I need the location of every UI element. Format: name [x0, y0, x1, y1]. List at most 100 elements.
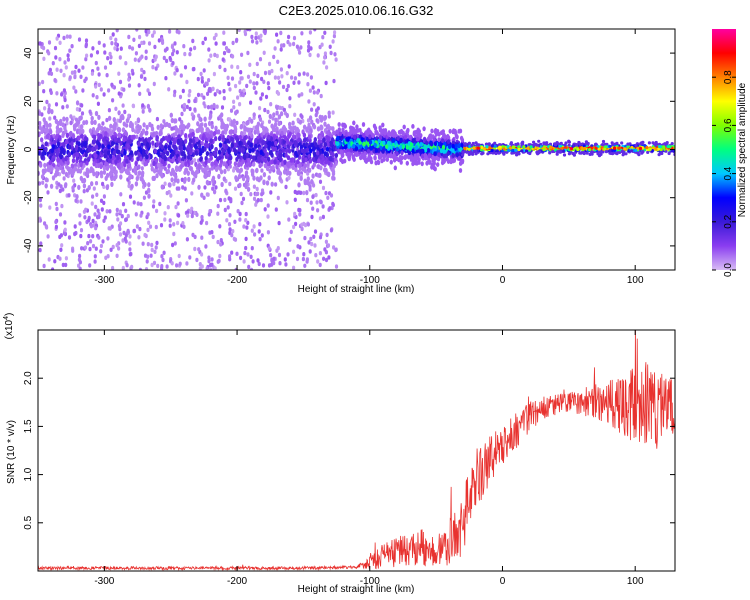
heatmap-cell [159, 171, 164, 177]
heatmap-cell [231, 40, 235, 46]
heatmap-cell [209, 130, 214, 136]
heatmap-cell [214, 147, 218, 153]
heatmap-cell [184, 161, 188, 167]
heatmap-cell [108, 171, 113, 177]
heatmap-cell [177, 213, 181, 218]
heatmap-cell [330, 137, 335, 143]
heatmap-cell [141, 128, 146, 134]
heatmap-cell [339, 157, 343, 163]
heatmap-cell [259, 149, 263, 155]
heatmap-cell [296, 170, 301, 177]
heatmap-cell [55, 129, 60, 135]
heatmap-cell [318, 235, 323, 240]
heatmap-cell [564, 141, 568, 145]
heatmap-cell [220, 123, 224, 129]
heatmap-cell [184, 133, 188, 139]
heatmap-cell [147, 187, 151, 193]
heatmap-cell [186, 144, 190, 151]
heatmap-cell [172, 222, 176, 227]
heatmap-cell [387, 140, 391, 146]
heatmap-cell [45, 127, 49, 133]
heatmap-cell [309, 236, 313, 242]
heatmap-cell [250, 228, 254, 233]
heatmap-cell [411, 148, 415, 154]
heatmap-cell [94, 246, 98, 251]
heatmap-cell [156, 263, 160, 269]
heatmap-cell [393, 131, 397, 137]
heatmap-cell [166, 168, 171, 174]
heatmap-cell [327, 136, 331, 142]
heatmap-cell [218, 142, 223, 148]
heatmap-cell [134, 181, 139, 187]
heatmap-cell [255, 40, 259, 45]
heatmap-cell [311, 173, 315, 179]
heatmap-cell [94, 153, 98, 159]
heatmap-cell [278, 80, 282, 85]
heatmap-cell [300, 31, 304, 36]
heatmap-cell [172, 92, 177, 98]
heatmap-cell [175, 50, 179, 55]
heatmap-cell [188, 52, 192, 57]
heatmap-cell [434, 131, 439, 137]
heatmap-cell [197, 247, 201, 252]
heatmap-cell [301, 157, 305, 164]
heatmap-cell [104, 255, 108, 260]
heatmap-cell [192, 171, 196, 177]
heatmap-cell [39, 241, 43, 246]
heatmap-cell [192, 177, 196, 183]
heatmap-cell [183, 138, 188, 144]
heatmap-cell [222, 176, 226, 182]
heatmap-cell [187, 99, 191, 104]
heatmap-cell [257, 158, 262, 164]
heatmap-cell [305, 257, 309, 262]
heatmap-cell [258, 138, 262, 144]
heatmap-cell [41, 151, 45, 157]
heatmap-cell [240, 52, 244, 57]
heatmap-cell [437, 152, 441, 158]
heatmap-cell [319, 117, 324, 123]
heatmap-cell [312, 124, 317, 130]
heatmap-cell [235, 251, 239, 256]
heatmap-cell [190, 213, 194, 219]
heatmap-cell [106, 56, 110, 61]
heatmap-cell [238, 102, 242, 107]
heatmap-cell [193, 158, 197, 163]
heatmap-cell [378, 135, 383, 141]
heatmap-cell [204, 244, 208, 249]
heatmap-cell [64, 139, 69, 145]
heatmap-cell [135, 134, 139, 139]
heatmap-cell [146, 227, 150, 233]
heatmap-cell [386, 153, 391, 159]
heatmap-cell [212, 102, 216, 109]
heatmap-cell [68, 48, 72, 53]
heatmap-cell [317, 158, 321, 164]
heatmap-cell [195, 257, 199, 263]
heatmap-cell [297, 182, 301, 188]
heatmap-cell [407, 150, 412, 156]
heatmap-cell [306, 48, 311, 53]
heatmap-cell [73, 126, 77, 132]
heatmap-cell [150, 242, 154, 248]
heatmap-cell [313, 137, 317, 143]
heatmap-cell [291, 164, 295, 170]
heatmap-cell [62, 142, 66, 148]
heatmap-cell [67, 235, 72, 240]
heatmap-cell [442, 158, 446, 164]
heatmap-cell [382, 157, 386, 162]
heatmap-cell [106, 150, 111, 156]
heatmap-cell [401, 143, 406, 149]
heatmap-cell [460, 137, 465, 143]
heatmap-cell [326, 141, 330, 147]
heatmap-cell [99, 170, 104, 176]
heatmap-cell [188, 255, 192, 260]
heatmap-cell [428, 133, 433, 139]
heatmap-cell [270, 159, 275, 165]
heatmap-cell [143, 232, 147, 238]
heatmap-cell [203, 185, 207, 190]
heatmap-cell [165, 121, 169, 127]
heatmap-cell [219, 169, 224, 175]
heatmap-cell [150, 132, 155, 138]
heatmap-cell [231, 229, 235, 234]
heatmap-cell [254, 35, 258, 41]
